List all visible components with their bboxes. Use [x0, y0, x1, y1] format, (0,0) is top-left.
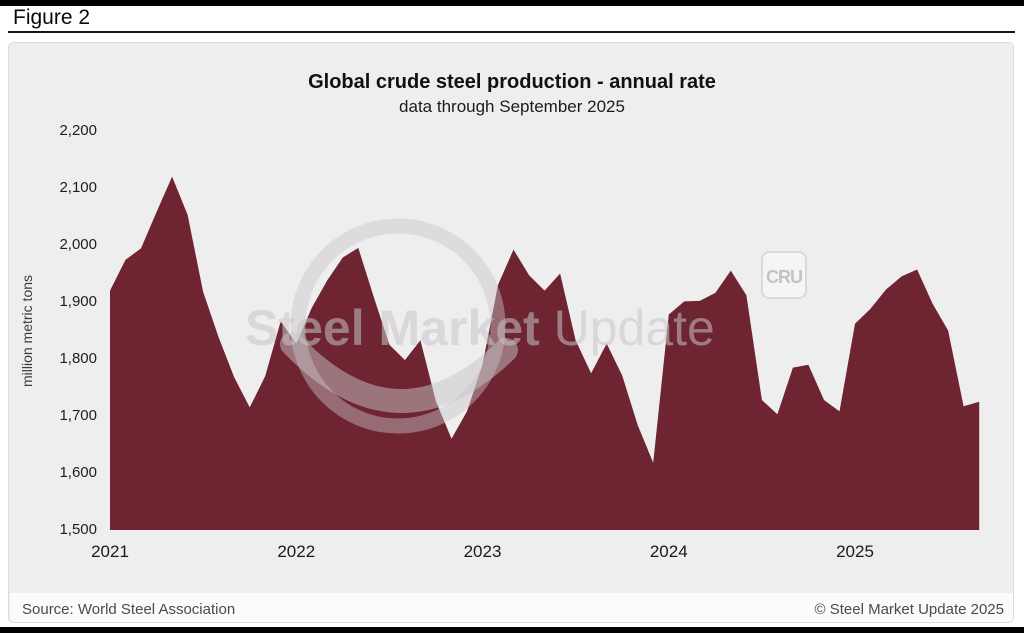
production-area-series — [110, 176, 980, 530]
x-tick-label: 2021 — [91, 542, 129, 561]
watermark-ring-icon — [290, 218, 506, 434]
top-black-bar — [0, 0, 1024, 6]
source-note: Source: World Steel Association — [22, 601, 236, 618]
watermark-swoosh-icon — [280, 332, 518, 413]
footer-strip — [10, 593, 1013, 622]
y-tick-label: 1,700 — [59, 407, 97, 424]
title-rule — [8, 31, 1015, 33]
copyright-note: © Steel Market Update 2025 — [814, 601, 1005, 618]
chart-subtitle: data through September 2025 — [399, 97, 625, 116]
y-tick-label: 2,100 — [59, 179, 97, 196]
cru-badge-label: CRU — [766, 267, 802, 287]
x-tick-label: 2025 — [836, 542, 874, 561]
cru-badge: CRU — [761, 251, 807, 299]
watermark-text-light: Update — [554, 300, 715, 356]
bottom-black-bar — [0, 627, 1024, 633]
x-tick-label: 2022 — [277, 542, 316, 561]
y-tick-label: 1,600 — [59, 464, 97, 481]
y-tick-label: 2,200 — [59, 122, 97, 139]
x-tick-label: 2024 — [649, 542, 688, 561]
chart-title: Global crude steel production - annual r… — [308, 71, 716, 93]
cru-badge-box — [761, 251, 807, 299]
y-tick-label: 2,000 — [59, 236, 97, 253]
watermark-text: Steel Market Update — [245, 300, 715, 356]
y-tick-label: 1,500 — [59, 521, 97, 538]
y-axis-title: million metric tons — [19, 274, 35, 388]
watermark-text-bold: Steel Market — [245, 300, 540, 356]
y-tick-label: 1,800 — [59, 350, 97, 367]
x-tick-label: 2023 — [463, 542, 502, 561]
watermark: Steel Market Update CRU — [245, 218, 807, 434]
y-tick-label: 1,900 — [59, 293, 97, 310]
figure-label: Figure 2 — [13, 6, 91, 29]
